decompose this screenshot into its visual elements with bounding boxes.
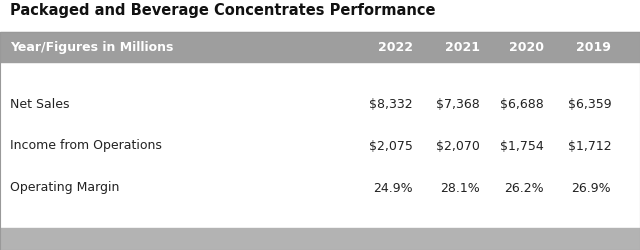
Text: 2022: 2022 (378, 40, 413, 54)
Text: 2019: 2019 (577, 40, 611, 54)
Text: 24.9%: 24.9% (373, 182, 413, 194)
Bar (0, 228, 640, 250)
Text: 2020: 2020 (509, 40, 544, 54)
Text: 28.1%: 28.1% (440, 182, 480, 194)
Text: $1,712: $1,712 (568, 140, 611, 152)
Text: $8,332: $8,332 (369, 98, 413, 110)
Bar (0, 32, 640, 250)
Text: $1,754: $1,754 (500, 140, 544, 152)
Text: 26.9%: 26.9% (572, 182, 611, 194)
Text: 2021: 2021 (445, 40, 480, 54)
Text: $7,368: $7,368 (436, 98, 480, 110)
Bar (0, 32, 640, 62)
Text: Income from Operations: Income from Operations (10, 140, 161, 152)
Text: $6,688: $6,688 (500, 98, 544, 110)
Text: Operating Margin: Operating Margin (10, 182, 119, 194)
Text: Year/Figures in Millions: Year/Figures in Millions (10, 40, 173, 54)
Text: $2,070: $2,070 (436, 140, 480, 152)
Text: Packaged and Beverage Concentrates Performance: Packaged and Beverage Concentrates Perfo… (10, 3, 435, 18)
Text: $6,359: $6,359 (568, 98, 611, 110)
Text: 26.2%: 26.2% (504, 182, 544, 194)
Text: $2,075: $2,075 (369, 140, 413, 152)
Text: Net Sales: Net Sales (10, 98, 69, 110)
